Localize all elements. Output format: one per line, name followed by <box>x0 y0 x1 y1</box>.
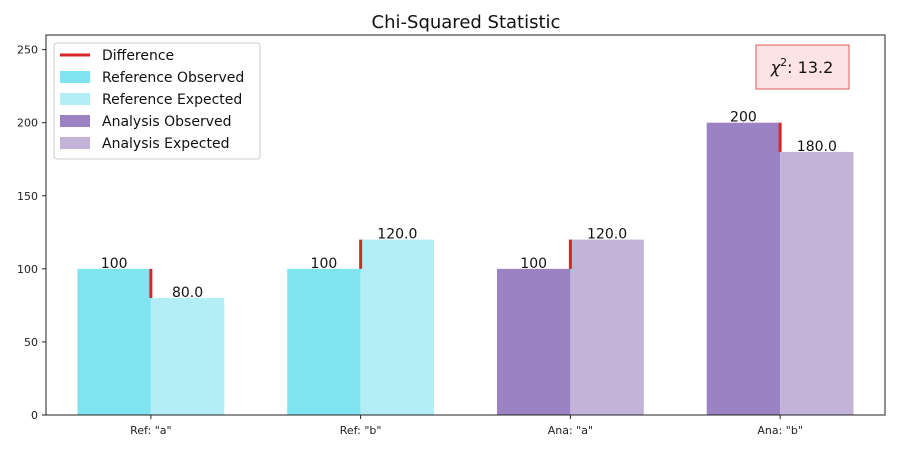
stat-symbol: χ <box>770 58 781 77</box>
stat-box <box>755 44 850 90</box>
legend: Difference Reference Observed Reference Ex… <box>53 42 261 160</box>
observed-data-label: 100 <box>520 256 547 272</box>
expected-data-label: 180.0 <box>797 139 837 155</box>
legend-label: Reference Expected <box>102 92 242 108</box>
y-tick-label: 0 <box>31 409 38 422</box>
plot-area: 0 50 100 150 200 250 100 80.0 Ref: "a" 100 120.0 Re… <box>17 44 854 437</box>
observed-data-label: 100 <box>101 256 128 272</box>
observed-data-label: 100 <box>311 256 338 272</box>
bar-observed <box>706 122 781 415</box>
bar-observed <box>77 268 151 415</box>
y-tick-label: 100 <box>17 263 38 276</box>
legend-label: Analysis Observed <box>102 114 232 130</box>
chart-title: Chi-Squared Statistic <box>372 12 561 33</box>
legend-label: Difference <box>102 48 174 64</box>
bar-expected <box>570 239 644 415</box>
legend-swatch <box>60 93 90 105</box>
chi-squared-stat-box: χ2: 13.2 <box>755 44 850 90</box>
x-tick-label: Ref: "a" <box>130 424 171 437</box>
bar-expected <box>150 298 225 415</box>
x-tick-label: Ana: "a" <box>548 424 593 437</box>
expected-data-label: 80.0 <box>172 285 203 301</box>
x-tick-label: Ana: "b" <box>757 424 803 437</box>
legend-swatch <box>60 115 90 127</box>
bar-expected <box>780 151 854 415</box>
legend-swatch <box>60 71 90 83</box>
x-tick-label: Ref: "b" <box>340 424 382 437</box>
legend-label: Reference Observed <box>102 70 244 86</box>
y-tick-label: 50 <box>24 336 38 349</box>
stat-exponent: 2 <box>780 56 787 69</box>
stat-value: : 13.2 <box>787 58 833 77</box>
y-tick-label: 200 <box>17 117 38 130</box>
plot-frame <box>45 34 886 416</box>
bar-observed <box>496 268 571 415</box>
expected-data-label: 120.0 <box>587 227 627 243</box>
observed-data-label: 200 <box>730 110 757 126</box>
bar-observed <box>287 268 361 415</box>
legend-label: Analysis Expected <box>102 136 229 152</box>
stat-label: χ2: 13.2 <box>770 56 834 77</box>
y-tick-label: 150 <box>17 190 38 203</box>
y-tick-label: 250 <box>17 44 38 57</box>
expected-data-label: 120.0 <box>377 227 417 243</box>
legend-swatch <box>60 137 90 149</box>
bar-expected <box>360 239 435 415</box>
legend-frame <box>53 42 261 160</box>
